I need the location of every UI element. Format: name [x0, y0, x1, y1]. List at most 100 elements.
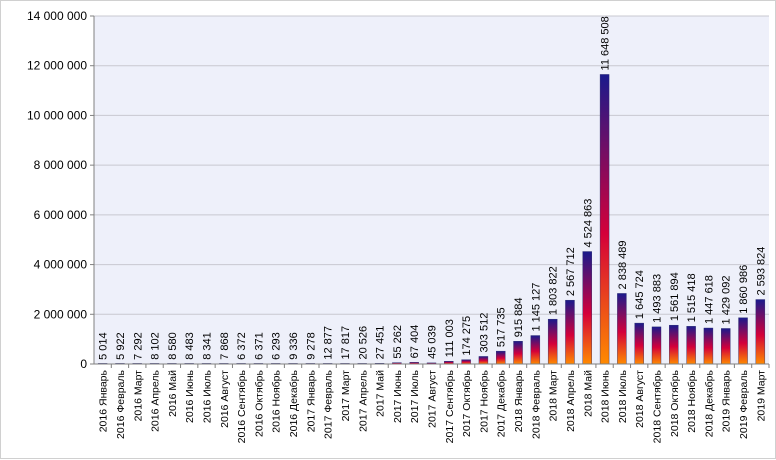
data-label: 4 524 863 — [582, 199, 594, 248]
data-label: 11 648 508 — [600, 16, 612, 70]
data-label: 517 735 — [496, 307, 508, 347]
data-label: 8 483 — [184, 332, 196, 360]
y-axis-ticks: 0 2 000 000 4 000 000 6 000 000 8 000 000 10 … — [27, 9, 87, 371]
data-label: 1 860 986 — [738, 265, 750, 314]
data-label: 5 014 — [98, 332, 110, 360]
category-label: 2016 Октябрь — [253, 369, 265, 437]
category-label: 2017 Сентябрь — [444, 369, 456, 443]
data-label: 1 429 092 — [721, 276, 733, 325]
data-label: 2 593 824 — [755, 247, 767, 296]
bar — [721, 328, 731, 365]
data-label: 67 404 — [409, 325, 421, 359]
data-label: 1 561 894 — [669, 272, 681, 321]
data-label: 2 567 712 — [565, 247, 577, 296]
bar — [686, 326, 696, 365]
data-label: 9 336 — [288, 332, 300, 360]
category-label: 2016 Июнь — [184, 369, 196, 422]
category-label: 2018 Июнь — [600, 369, 612, 422]
category-label: 2017 Январь — [305, 369, 317, 432]
y-tick-label: 6 000 000 — [34, 208, 88, 222]
data-labels: 5 014 5 922 7 292 8 102 8 580 8 483 8 341 7 868… — [98, 16, 768, 360]
bar — [478, 356, 489, 365]
data-label: 174 275 — [461, 316, 473, 356]
category-label: 2018 Апрель — [565, 369, 577, 431]
bar — [651, 326, 662, 365]
data-label: 6 372 — [236, 332, 248, 360]
bar — [669, 324, 679, 365]
category-label: 2018 Июль — [617, 369, 629, 423]
category-label: 2017 Июль — [409, 369, 421, 423]
category-label: 2016 Июль — [202, 369, 214, 423]
data-label: 55 262 — [392, 325, 404, 359]
data-label: 915 884 — [513, 297, 525, 337]
category-label: 2017 Август — [427, 370, 439, 428]
category-label: 2016 Август — [219, 370, 231, 428]
y-tick-label: 0 — [80, 357, 87, 371]
data-label: 8 580 — [167, 332, 179, 360]
category-label: 2016 Февраль — [115, 369, 127, 438]
category-label: 2016 Май — [167, 370, 179, 417]
y-tick-label: 12 000 000 — [27, 59, 87, 73]
data-label: 1 145 127 — [530, 283, 542, 332]
data-label: 45 039 — [427, 325, 439, 359]
bars — [97, 74, 766, 365]
data-label: 1 645 724 — [634, 270, 646, 319]
category-label: 2016 Сентябрь — [236, 369, 248, 443]
data-label: 1 447 618 — [703, 275, 715, 324]
category-label: 2016 Январь — [98, 369, 110, 432]
y-tick-label: 8 000 000 — [34, 158, 88, 172]
data-label: 20 526 — [357, 326, 369, 360]
data-label: 8 341 — [202, 332, 214, 360]
category-label: 2019 Март — [755, 370, 767, 422]
bar — [565, 299, 575, 365]
bar — [738, 317, 748, 365]
data-label: 17 817 — [340, 326, 352, 360]
bar — [599, 74, 610, 365]
category-label: 2018 Сентябрь — [652, 369, 664, 443]
category-label: 2019 Январь — [721, 369, 733, 432]
plot-area — [94, 16, 769, 364]
bar — [755, 299, 766, 365]
data-label: 1 515 418 — [686, 273, 698, 322]
y-tick-label: 14 000 000 — [27, 9, 87, 23]
category-label: 2016 Март — [132, 370, 144, 422]
bar — [582, 251, 592, 365]
category-label: 2016 Апрель — [150, 369, 162, 431]
category-label: 2018 Январь — [513, 369, 525, 432]
bar — [496, 350, 506, 365]
category-label: 2016 Декабрь — [288, 369, 300, 437]
data-label: 2 838 489 — [617, 241, 629, 290]
category-label: 2017 Февраль — [323, 369, 335, 438]
gridlines — [90, 15, 769, 365]
category-label: 2018 Ноябрь — [686, 369, 698, 432]
category-label: 2017 Май — [375, 370, 387, 417]
bar — [461, 359, 471, 365]
bar — [703, 327, 714, 365]
category-label: 2019 Февраль — [738, 369, 750, 438]
bar — [617, 293, 627, 365]
y-tick-label: 2 000 000 — [34, 307, 88, 321]
category-label: 2018 Февраль — [530, 369, 542, 438]
data-label: 9 278 — [305, 332, 317, 360]
data-label: 8 102 — [150, 332, 162, 360]
data-label: 12 877 — [323, 326, 335, 360]
category-label: 2016 Ноябрь — [271, 369, 283, 432]
data-label: 7 868 — [219, 332, 231, 360]
category-label: 2017 Март — [340, 370, 352, 422]
data-label: 1 493 883 — [652, 274, 664, 323]
y-tick-label: 10 000 000 — [27, 108, 87, 122]
category-label: 2017 Июнь — [392, 369, 404, 422]
category-label: 2017 Апрель — [357, 369, 369, 431]
category-label: 2018 Май — [582, 370, 594, 417]
bar — [530, 335, 541, 365]
data-label: 1 803 822 — [548, 266, 560, 315]
category-label: 2018 Октябрь — [669, 369, 681, 437]
data-label: 6 371 — [253, 332, 265, 360]
data-label: 7 292 — [132, 332, 144, 360]
y-tick-label: 4 000 000 — [34, 258, 88, 272]
data-label: 303 512 — [478, 313, 490, 353]
category-label: 2018 Декабрь — [703, 369, 715, 437]
bar — [547, 318, 558, 365]
